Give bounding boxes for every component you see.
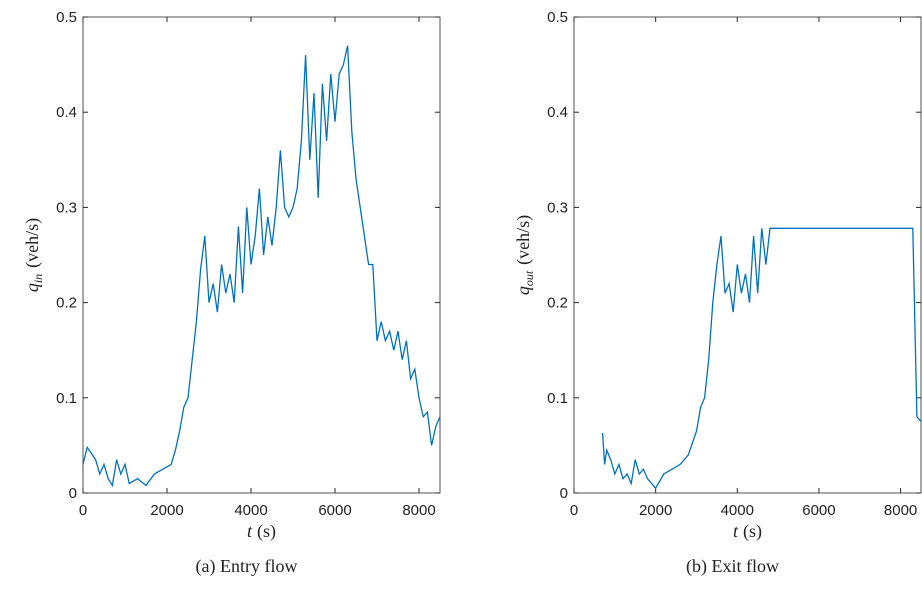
data-line (601, 227, 922, 490)
x-tick-label: 6000 (802, 502, 835, 519)
y-tick-label: 0.4 (56, 104, 77, 121)
y-tick-label: 0.1 (56, 390, 77, 407)
x-label-symbol: t (733, 521, 739, 541)
x-tick-label: 4000 (234, 502, 267, 519)
y-label-symbol: q (513, 286, 533, 295)
x-tick-label: 0 (79, 502, 87, 519)
y-axis-label: qin (veh/s) (22, 218, 45, 292)
y-tick-label: 0.3 (56, 199, 77, 216)
x-tick-label: 0 (570, 502, 578, 519)
y-label-symbol: q (22, 283, 42, 292)
plot-frame (82, 16, 441, 494)
x-tick-label: 4000 (721, 502, 754, 519)
x-label-unit: (s) (257, 521, 276, 542)
y-tick-label: 0 (69, 485, 77, 502)
y-axis-label: qout (veh/s) (513, 215, 536, 295)
caption: (a) Entry flow (196, 556, 298, 577)
x-label-unit: (s) (743, 521, 762, 542)
x-tick-label: 2000 (150, 502, 183, 519)
y-label-unit: (veh/s) (513, 215, 534, 265)
x-axis-label: t (s) (733, 521, 762, 542)
y-tick-label: 0.3 (547, 199, 568, 216)
y-tick-label: 0.5 (547, 9, 568, 26)
plot-frame (573, 16, 922, 494)
x-axis-label: t (s) (247, 521, 276, 542)
x-tick-label: 2000 (639, 502, 672, 519)
y-tick-label: 0 (560, 485, 568, 502)
y-tick-label: 0.4 (547, 104, 568, 121)
y-tick-label: 0.1 (547, 390, 568, 407)
x-tick-label: 8000 (884, 502, 917, 519)
x-tick-label: 6000 (318, 502, 351, 519)
y-tick-label: 0.5 (56, 9, 77, 26)
y-tick-label: 0.2 (56, 295, 77, 312)
data-line (82, 45, 441, 488)
y-label-subscript: out (522, 270, 536, 286)
x-label-symbol: t (247, 521, 253, 541)
y-label-unit: (veh/s) (22, 218, 43, 268)
caption: (b) Exit flow (686, 556, 779, 577)
y-label-subscript: in (31, 274, 45, 283)
y-tick-label: 0.2 (547, 295, 568, 312)
x-tick-label: 8000 (402, 502, 435, 519)
